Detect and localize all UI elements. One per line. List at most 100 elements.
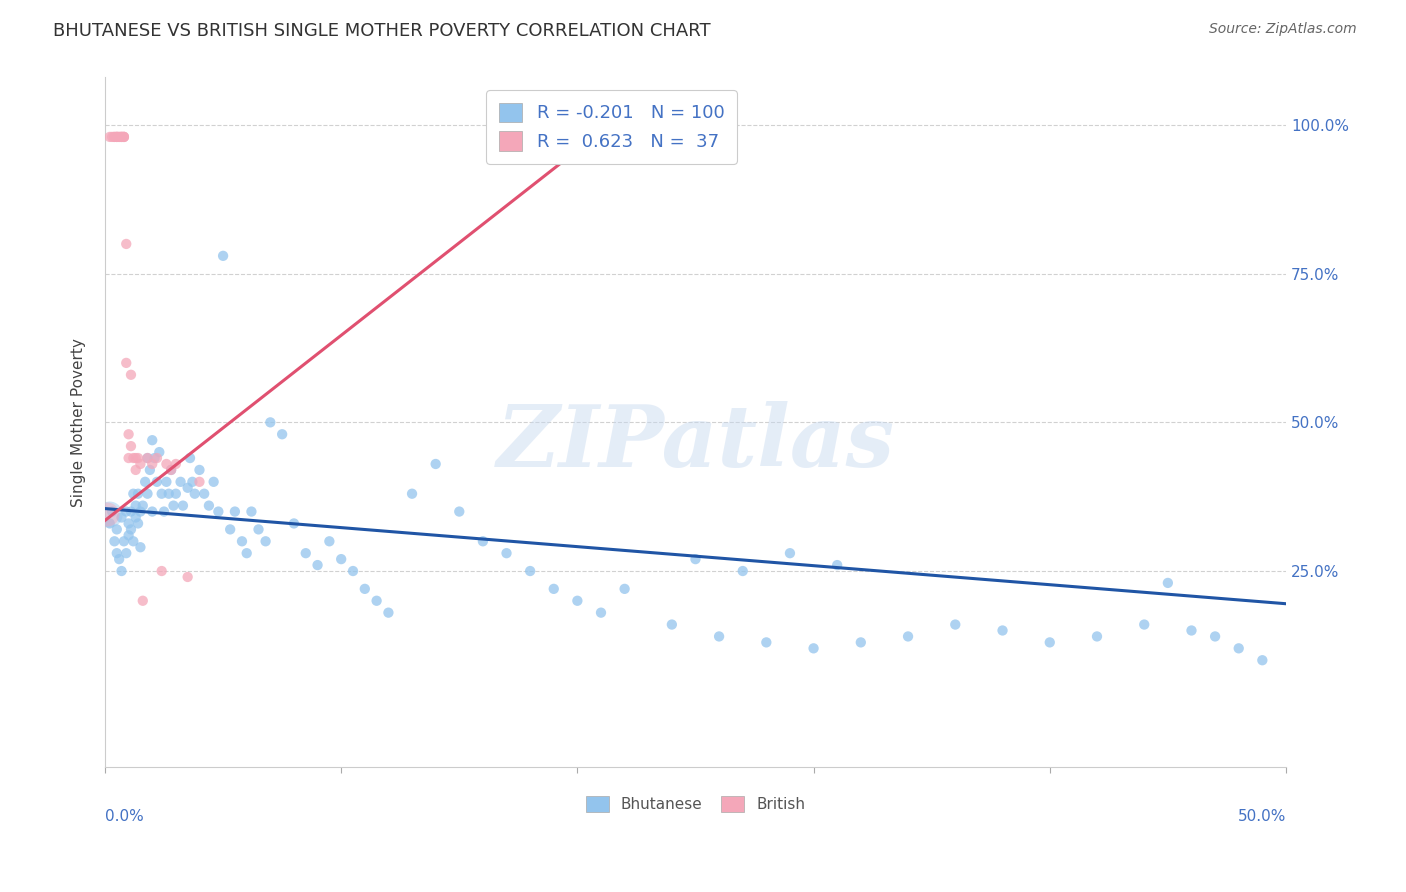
Point <box>136 450 159 465</box>
Point <box>110 129 132 144</box>
Point <box>122 534 145 549</box>
Point <box>342 564 364 578</box>
Point <box>162 499 184 513</box>
Point <box>165 457 187 471</box>
Point <box>98 508 121 522</box>
Legend: Bhutanese, British: Bhutanese, British <box>579 790 811 818</box>
Point <box>112 129 135 144</box>
Point <box>117 516 139 531</box>
Point <box>155 457 177 471</box>
Point <box>198 499 221 513</box>
Point <box>567 593 589 607</box>
Point <box>108 552 131 566</box>
Point <box>219 522 242 536</box>
Point <box>139 463 162 477</box>
Point <box>188 475 211 489</box>
Point <box>127 486 149 500</box>
Point <box>136 450 159 465</box>
Point <box>449 504 471 518</box>
Point <box>1085 629 1108 643</box>
Point <box>101 129 124 144</box>
Point <box>117 427 139 442</box>
Point <box>366 593 388 607</box>
Point <box>136 486 159 500</box>
Point <box>1039 635 1062 649</box>
Point <box>943 617 966 632</box>
Point <box>103 129 125 144</box>
Point <box>125 463 148 477</box>
Point <box>141 457 163 471</box>
Point <box>115 546 138 560</box>
Point <box>125 510 148 524</box>
Point <box>589 129 612 144</box>
Point <box>117 450 139 465</box>
Point <box>897 629 920 643</box>
Point <box>731 564 754 578</box>
Point <box>193 486 215 500</box>
Point <box>112 129 135 144</box>
Point <box>143 450 166 465</box>
Point <box>120 522 142 536</box>
Point <box>150 564 173 578</box>
Point <box>259 415 281 429</box>
Point <box>120 504 142 518</box>
Point <box>98 516 121 531</box>
Point <box>613 582 636 596</box>
Point <box>120 368 142 382</box>
Point <box>207 504 229 518</box>
Point <box>176 481 198 495</box>
Point <box>110 564 132 578</box>
Point <box>495 546 517 560</box>
Text: BHUTANESE VS BRITISH SINGLE MOTHER POVERTY CORRELATION CHART: BHUTANESE VS BRITISH SINGLE MOTHER POVER… <box>53 22 711 40</box>
Point <box>330 552 353 566</box>
Point <box>240 504 263 518</box>
Point <box>353 582 375 596</box>
Point <box>425 457 447 471</box>
Point <box>103 129 125 144</box>
Point <box>103 534 125 549</box>
Point <box>141 433 163 447</box>
Point <box>176 570 198 584</box>
Point <box>129 540 152 554</box>
Point <box>110 510 132 524</box>
Point <box>98 129 121 144</box>
Point <box>155 475 177 489</box>
Point <box>271 427 294 442</box>
Point <box>377 606 399 620</box>
Point <box>125 450 148 465</box>
Point <box>519 564 541 578</box>
Point <box>1251 653 1274 667</box>
Point <box>160 463 183 477</box>
Point <box>1227 641 1250 656</box>
Point <box>318 534 340 549</box>
Point <box>141 504 163 518</box>
Point <box>1180 624 1202 638</box>
Point <box>224 504 246 518</box>
Point <box>849 635 872 649</box>
Point <box>129 457 152 471</box>
Point <box>132 499 155 513</box>
Point <box>991 624 1014 638</box>
Point <box>105 546 128 560</box>
Point <box>235 546 257 560</box>
Point <box>115 236 138 251</box>
Point <box>150 486 173 500</box>
Point <box>101 504 124 518</box>
Point <box>160 463 183 477</box>
Point <box>117 528 139 542</box>
Point <box>122 486 145 500</box>
Point <box>105 129 128 144</box>
Point <box>184 486 207 500</box>
Point <box>132 593 155 607</box>
Point <box>127 450 149 465</box>
Point <box>112 129 135 144</box>
Point <box>589 606 612 620</box>
Text: ZIPatlas: ZIPatlas <box>496 401 894 484</box>
Point <box>129 504 152 518</box>
Text: 0.0%: 0.0% <box>105 809 143 823</box>
Point <box>825 558 848 572</box>
Point <box>471 534 494 549</box>
Point <box>115 504 138 518</box>
Point <box>105 129 128 144</box>
Point <box>307 558 329 572</box>
